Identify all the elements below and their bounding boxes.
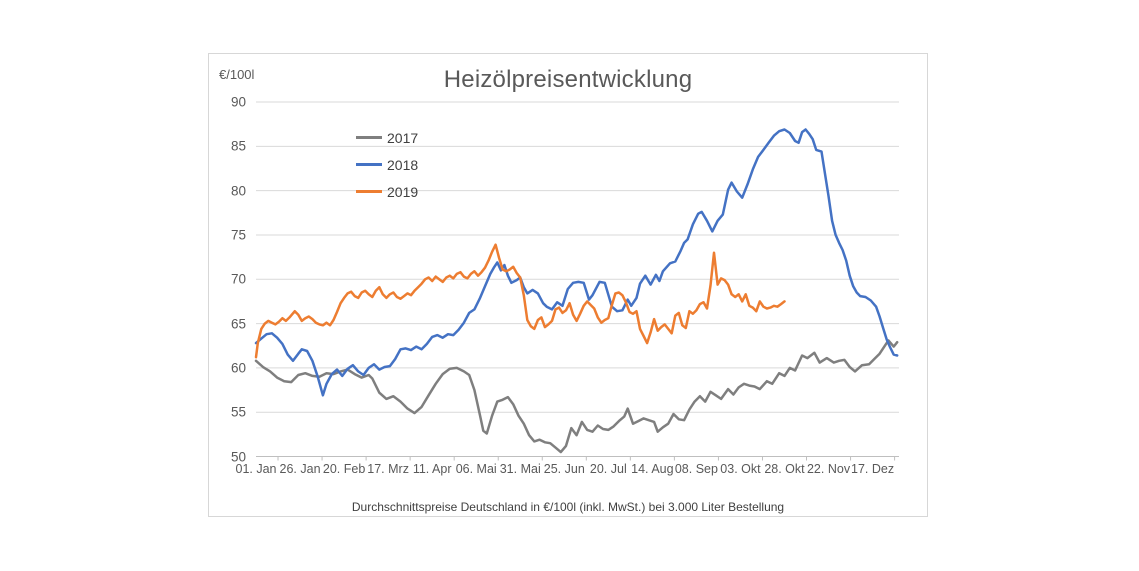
y-tick-label: 70 (230, 271, 246, 287)
legend-item-2019: 2019 (356, 178, 418, 205)
x-tick-label: 28. Okt (764, 462, 805, 476)
y-tick-label: 55 (230, 404, 246, 420)
chart-caption: Durchschnittspreise Deutschland in €/100… (351, 500, 785, 514)
y-tick-label: 85 (230, 138, 246, 154)
x-tick-label: 20. Feb (322, 462, 366, 476)
x-tick-label: 25. Jun (543, 462, 585, 476)
y-tick-label: 90 (230, 94, 246, 110)
plot-area (254, 101, 899, 461)
y-tick-label: 80 (230, 183, 246, 199)
heating-oil-price-chart-card: €/100l Heizölpreisentwicklung 90 85 80 75 70… (208, 53, 928, 517)
x-tick-label: 26. Jan (279, 462, 321, 476)
y-tick-label: 75 (230, 227, 246, 243)
legend-label-2018: 2018 (387, 156, 419, 173)
x-tick-label: 01. Jan (235, 462, 277, 476)
chart-title: Heizölpreisentwicklung (443, 66, 693, 93)
legend-swatch-2019 (356, 190, 382, 193)
legend-label-2019: 2019 (387, 183, 419, 200)
x-tick-label: 14. Aug (631, 462, 674, 476)
legend-swatch-2018 (356, 163, 382, 166)
x-tick-label: 20. Jul (589, 462, 627, 476)
x-tick-label: 31. Mai (499, 462, 541, 476)
series-line-2019 (254, 243, 786, 359)
x-tick-label: 08. Sep (674, 462, 718, 476)
legend-item-2017: 2017 (356, 124, 418, 151)
series-line-2017 (254, 339, 899, 454)
legend-label-2017: 2017 (387, 129, 419, 146)
x-tick-label: 03. Okt (720, 462, 761, 476)
x-tick-label: 17. Mrz (367, 462, 409, 476)
y-axis-unit-label: €/100l (219, 67, 255, 82)
y-tick-label: 50 (230, 449, 246, 464)
x-tick-label: 11. Apr (412, 462, 452, 476)
y-tick-label: 60 (230, 360, 246, 376)
legend-item-2018: 2018 (356, 151, 418, 178)
x-tick-label: 17. Dez (851, 462, 895, 476)
x-tick-label: 22. Nov (806, 462, 851, 476)
legend-swatch-2017 (356, 136, 382, 139)
x-tick-label: 06. Mai (455, 462, 497, 476)
legend: 2017 2018 2019 (356, 124, 418, 205)
y-tick-label: 65 (230, 316, 246, 332)
series-line-2018 (254, 128, 899, 397)
